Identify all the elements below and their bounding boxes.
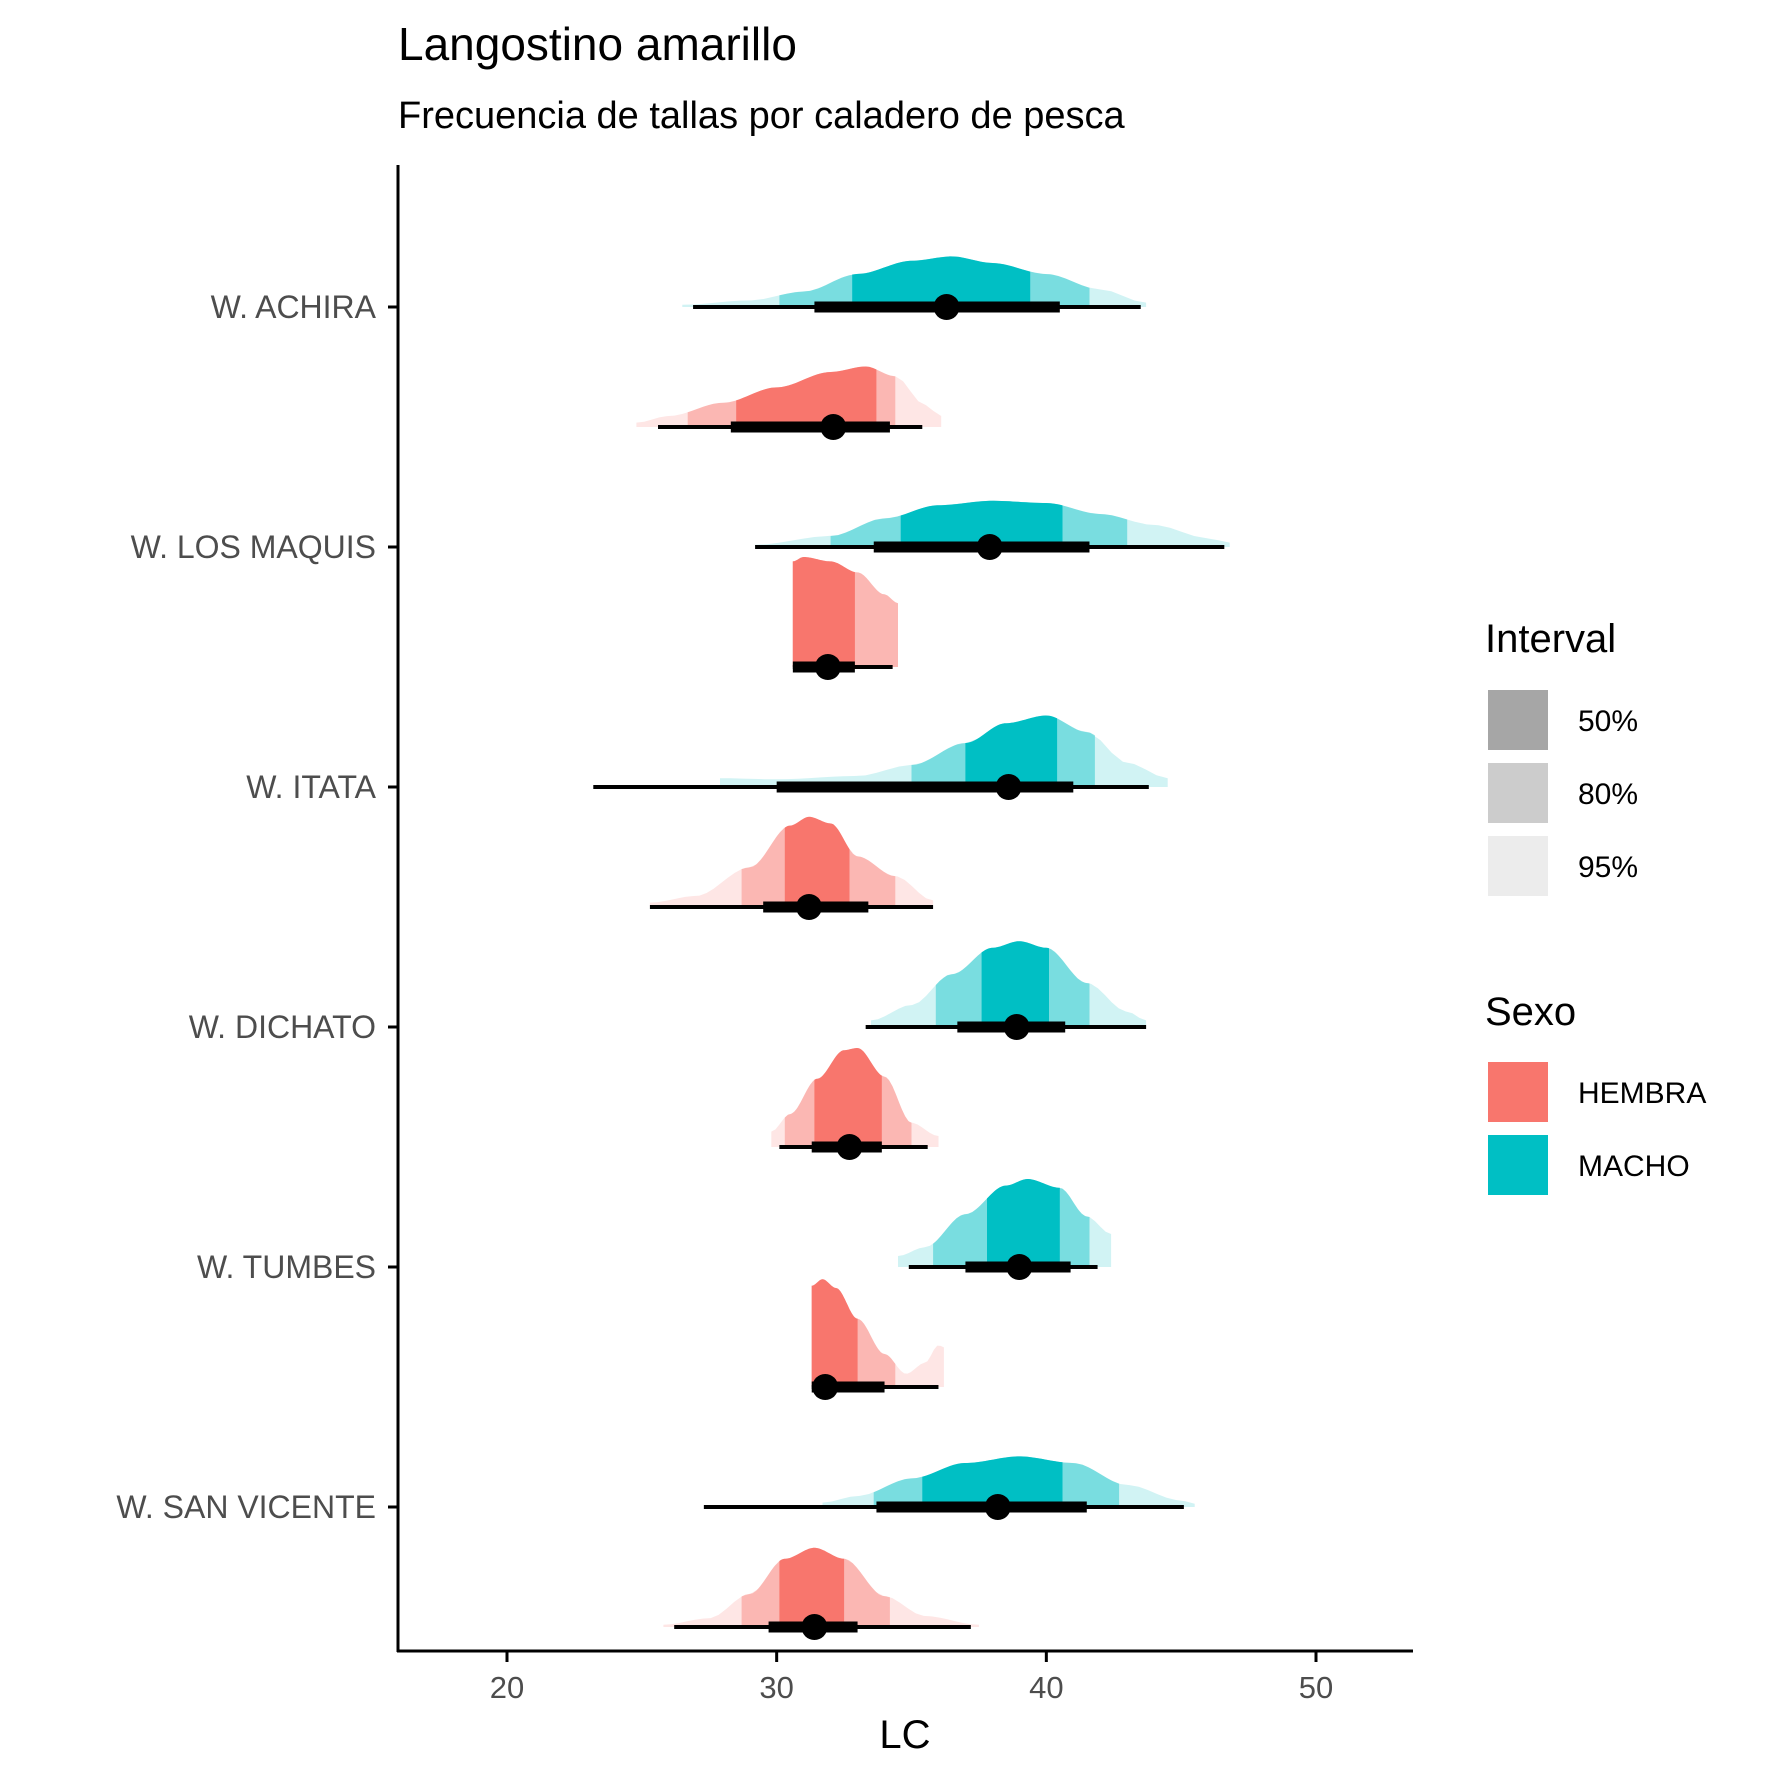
median-point-w-los-maquis-macho: [976, 534, 1003, 560]
legend-interval: Interval 50% 80% 95%: [1485, 617, 1638, 896]
legend-sexo-label-hembra: HEMBRA: [1578, 1077, 1706, 1110]
x-axis-title: LC: [879, 1713, 930, 1757]
median-point-w-dichato-macho: [1003, 1014, 1030, 1040]
slab-w-itata-hembra-50: [784, 816, 850, 907]
slab-w-dichato-hembra-50: [814, 1048, 882, 1147]
slab-w-dichato-hembra: [771, 1048, 939, 1160]
slab-w-achira-hembra: [636, 366, 942, 440]
x-tick-label-50: 50: [1299, 1670, 1333, 1705]
slab-w-itata-macho: [593, 715, 1168, 800]
x-tick-label-20: 20: [490, 1670, 524, 1705]
chart-subtitle: Frecuencia de tallas por caladero de pes…: [398, 95, 1126, 137]
median-point-w-tumbes-macho: [1006, 1254, 1033, 1280]
slab-w-itata-macho-50: [965, 715, 1058, 787]
slab-w-san-vicente-macho-50: [922, 1456, 1063, 1507]
median-point-w-san-vicente-macho: [984, 1494, 1011, 1520]
y-tick-label-w-itata: W. ITATA: [246, 769, 376, 805]
median-point-w-achira-hembra: [820, 414, 847, 440]
legend-interval-key-80: [1488, 763, 1548, 823]
y-tick-label-w-dichato: W. DICHATO: [189, 1009, 376, 1045]
slab-w-san-vicente-hembra: [663, 1547, 979, 1640]
median-point-w-tumbes-hembra: [812, 1374, 839, 1400]
y-tick-label-w-los-maquis: W. LOS MAQUIS: [131, 529, 376, 565]
slab-w-achira-hembra-50: [736, 366, 877, 427]
x-tick-label-40: 40: [1029, 1670, 1063, 1705]
x-tick-label-30: 30: [759, 1670, 793, 1705]
slab-w-achira-macho: [682, 256, 1147, 320]
slab-w-los-maquis-macho: [755, 500, 1230, 560]
chart-title: Langostino amarillo: [398, 18, 797, 70]
plot-area: [593, 256, 1230, 1640]
slab-w-san-vicente-macho: [703, 1456, 1195, 1520]
legend-interval-label-80: 80%: [1578, 778, 1638, 811]
slab-w-tumbes-macho-50: [987, 1179, 1060, 1267]
legend-interval-label-50: 50%: [1578, 705, 1638, 738]
median-point-w-achira-macho: [933, 294, 960, 320]
slab-w-tumbes-hembra: [811, 1279, 944, 1400]
y-tick-label-w-tumbes: W. TUMBES: [197, 1249, 376, 1285]
y-tick-label-w-achira: W. ACHIRA: [211, 289, 377, 325]
legend-sexo-label-macho: MACHO: [1578, 1150, 1690, 1183]
slab-w-los-maquis-hembra-50: [792, 557, 855, 667]
median-point-w-itata-macho: [995, 774, 1022, 800]
legend-sexo: Sexo HEMBRA MACHO: [1485, 990, 1706, 1195]
slab-w-san-vicente-hembra-50: [779, 1547, 845, 1627]
median-point-w-itata-hembra: [796, 894, 823, 920]
slab-w-dichato-macho: [865, 941, 1147, 1040]
slab-w-dichato-macho-50: [981, 941, 1049, 1027]
y-axis-ticks: W. ACHIRA W. LOS MAQUIS W. ITATA W. DICHATO…: [116, 289, 398, 1525]
slab-w-los-maquis-macho-50: [900, 500, 1063, 547]
legend-interval-key-50: [1488, 690, 1548, 750]
slab-w-tumbes-macho: [898, 1179, 1112, 1280]
median-point-w-dichato-hembra: [836, 1134, 863, 1160]
legend-interval-title: Interval: [1485, 617, 1616, 661]
y-tick-label-w-san-vicente: W. SAN VICENTE: [116, 1489, 376, 1525]
slab-w-los-maquis-hembra: [792, 557, 898, 680]
median-point-w-san-vicente-hembra: [801, 1614, 828, 1640]
x-axis-ticks: 20 30 40 50: [490, 1652, 1333, 1705]
slab-w-achira-macho-50: [852, 256, 1031, 307]
legend-interval-label-95: 95%: [1578, 851, 1638, 884]
legend-interval-key-95: [1488, 836, 1548, 896]
legend-sexo-key-hembra: [1488, 1062, 1548, 1122]
legend-sexo-title: Sexo: [1485, 990, 1576, 1034]
slab-w-itata-hembra: [649, 816, 934, 920]
median-point-w-los-maquis-hembra: [814, 654, 841, 680]
legend-sexo-key-macho: [1488, 1135, 1548, 1195]
slab-w-tumbes-hembra-50: [811, 1279, 858, 1387]
